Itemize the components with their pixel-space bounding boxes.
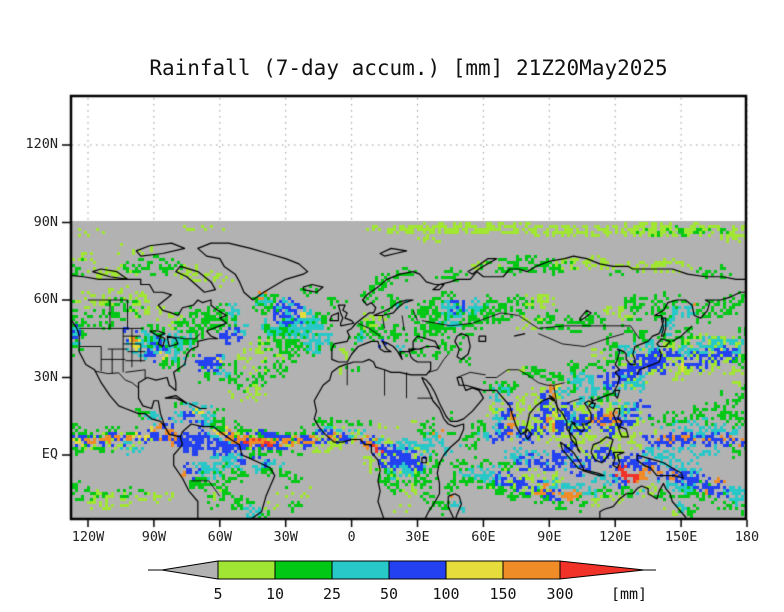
legend-right-arrow	[559, 560, 645, 580]
legend-label-25: 25	[323, 585, 341, 603]
legend-segment-100	[445, 560, 504, 580]
lon-tick-label-60w: 60W	[207, 529, 232, 545]
lon-tick-label-150e: 150E	[664, 529, 698, 545]
lon-tick-label-30w: 30W	[273, 529, 298, 545]
chart-title: Rainfall (7-day accum.) [mm] 21Z20May202…	[149, 56, 668, 80]
legend-label-50: 50	[380, 585, 398, 603]
legend-label-10: 10	[266, 585, 284, 603]
lon-tick-label-0: 0	[347, 529, 356, 545]
lat-tick-label-90n: 90N	[33, 213, 58, 230]
lon-tick-label-60e: 60E	[471, 529, 496, 545]
color-scale-legend: 5 10 25 50 100 150 300 [mm]	[148, 560, 656, 603]
legend-label-100: 100	[432, 585, 459, 603]
legend-segment-5	[217, 560, 276, 580]
lon-tick-label-30e: 30E	[405, 529, 430, 545]
legend-label-150: 150	[489, 585, 516, 603]
legend-left-arrow	[161, 560, 219, 580]
legend-label-300: 300	[546, 585, 573, 603]
lon-tick-label-90w: 90W	[141, 529, 167, 545]
lon-tick-label-180: 180	[734, 529, 760, 545]
legend-label-5: 5	[213, 585, 222, 603]
lat-tick-label-30n: 30N	[33, 368, 58, 385]
lat-tick-label-eq: EQ	[41, 446, 58, 462]
lat-tick-label-120n: 120N	[25, 136, 58, 152]
lon-tick-label-120w: 120W	[71, 529, 105, 545]
legend-segment-50	[388, 560, 447, 580]
legend-segment-150	[502, 560, 561, 580]
lon-tick-label-90e: 90E	[537, 529, 562, 545]
lon-tick-label-120e: 120E	[598, 529, 632, 545]
legend-segment-10	[274, 560, 333, 580]
lat-tick-label-60n: 60N	[33, 291, 58, 307]
legend-unit-label: [mm]	[611, 585, 647, 603]
legend-segment-25	[331, 560, 390, 580]
